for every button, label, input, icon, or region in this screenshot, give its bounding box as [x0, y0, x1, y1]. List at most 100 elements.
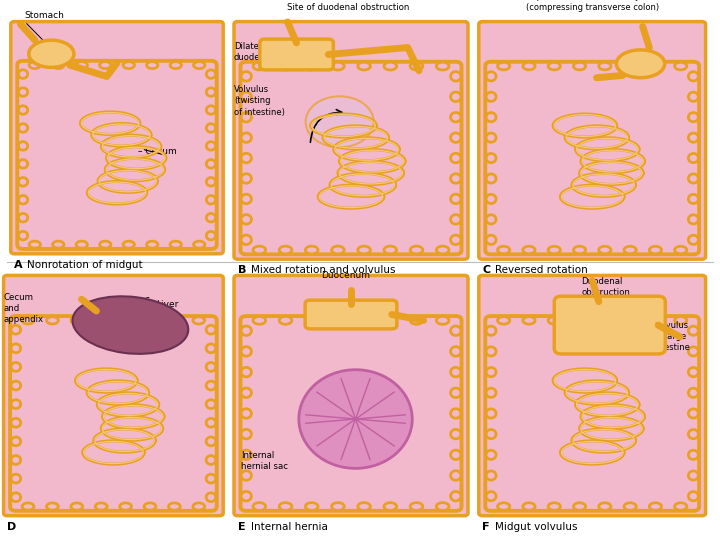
Ellipse shape [451, 491, 461, 501]
Ellipse shape [99, 241, 111, 248]
Ellipse shape [207, 195, 215, 204]
Ellipse shape [451, 214, 461, 224]
Ellipse shape [486, 235, 496, 245]
Text: Internal
hernial sac: Internal hernial sac [241, 451, 288, 471]
Ellipse shape [47, 503, 58, 510]
Ellipse shape [688, 113, 698, 122]
Ellipse shape [207, 70, 215, 78]
Ellipse shape [486, 113, 496, 122]
Ellipse shape [241, 194, 251, 204]
Ellipse shape [19, 70, 27, 78]
Ellipse shape [548, 246, 560, 254]
Ellipse shape [486, 215, 496, 224]
Ellipse shape [241, 133, 251, 143]
Ellipse shape [486, 347, 496, 356]
FancyBboxPatch shape [260, 39, 333, 70]
Ellipse shape [29, 62, 40, 69]
Ellipse shape [451, 112, 461, 122]
Ellipse shape [99, 62, 111, 69]
Ellipse shape [207, 160, 215, 168]
Ellipse shape [384, 316, 397, 325]
Ellipse shape [170, 241, 181, 248]
Ellipse shape [279, 62, 292, 70]
Ellipse shape [599, 62, 611, 70]
Ellipse shape [241, 326, 251, 335]
Ellipse shape [688, 194, 698, 204]
Ellipse shape [305, 503, 318, 510]
Text: E: E [238, 522, 246, 532]
Ellipse shape [19, 106, 27, 114]
Ellipse shape [451, 133, 461, 143]
Ellipse shape [19, 195, 27, 204]
Ellipse shape [688, 326, 698, 335]
Ellipse shape [688, 153, 698, 163]
Ellipse shape [358, 316, 370, 325]
Text: Nonrotation of midgut: Nonrotation of midgut [27, 260, 143, 270]
Ellipse shape [11, 344, 21, 353]
Ellipse shape [451, 194, 461, 204]
Ellipse shape [29, 40, 74, 68]
Ellipse shape [253, 503, 266, 510]
Ellipse shape [253, 62, 266, 70]
Ellipse shape [193, 503, 204, 510]
Ellipse shape [436, 316, 449, 325]
FancyBboxPatch shape [10, 316, 217, 511]
Ellipse shape [253, 316, 266, 325]
Ellipse shape [573, 246, 585, 254]
Ellipse shape [279, 316, 292, 325]
Ellipse shape [207, 178, 215, 186]
Ellipse shape [358, 246, 370, 254]
Ellipse shape [599, 246, 611, 254]
Ellipse shape [573, 316, 585, 324]
Ellipse shape [241, 347, 251, 356]
Ellipse shape [123, 62, 135, 69]
Ellipse shape [688, 409, 698, 418]
Ellipse shape [241, 92, 251, 102]
Ellipse shape [451, 326, 461, 335]
Text: A: A [14, 260, 23, 270]
Ellipse shape [498, 316, 510, 324]
Ellipse shape [451, 174, 461, 183]
FancyBboxPatch shape [240, 316, 462, 511]
Ellipse shape [19, 141, 27, 150]
Ellipse shape [332, 246, 344, 254]
FancyBboxPatch shape [554, 296, 665, 354]
Ellipse shape [144, 503, 156, 510]
Ellipse shape [305, 62, 318, 70]
Ellipse shape [486, 92, 496, 102]
FancyBboxPatch shape [240, 62, 462, 254]
Text: Volvulus
(twisting
of intestine): Volvulus (twisting of intestine) [234, 85, 285, 117]
Text: F: F [482, 522, 490, 532]
Ellipse shape [76, 62, 87, 69]
FancyBboxPatch shape [11, 22, 223, 254]
Ellipse shape [486, 471, 496, 480]
Ellipse shape [241, 153, 251, 163]
Ellipse shape [688, 471, 698, 480]
Text: Volvulus
of large
intestine: Volvulus of large intestine [654, 321, 690, 353]
Ellipse shape [486, 388, 496, 397]
Ellipse shape [206, 418, 216, 427]
Ellipse shape [599, 503, 611, 510]
Ellipse shape [451, 388, 461, 397]
Text: B: B [238, 265, 246, 275]
Ellipse shape [599, 316, 611, 324]
Ellipse shape [241, 367, 251, 377]
Ellipse shape [436, 503, 449, 510]
Ellipse shape [194, 241, 205, 248]
Ellipse shape [11, 456, 21, 464]
Ellipse shape [358, 503, 370, 510]
Ellipse shape [241, 388, 251, 397]
Ellipse shape [451, 347, 461, 356]
FancyBboxPatch shape [17, 61, 217, 249]
FancyBboxPatch shape [305, 300, 397, 329]
Ellipse shape [451, 409, 461, 418]
Ellipse shape [306, 96, 374, 147]
Ellipse shape [19, 124, 27, 132]
Ellipse shape [498, 503, 510, 510]
Ellipse shape [11, 381, 21, 390]
Ellipse shape [573, 62, 585, 70]
Ellipse shape [624, 316, 636, 324]
Ellipse shape [123, 241, 135, 248]
Ellipse shape [19, 178, 27, 186]
Ellipse shape [19, 213, 27, 222]
